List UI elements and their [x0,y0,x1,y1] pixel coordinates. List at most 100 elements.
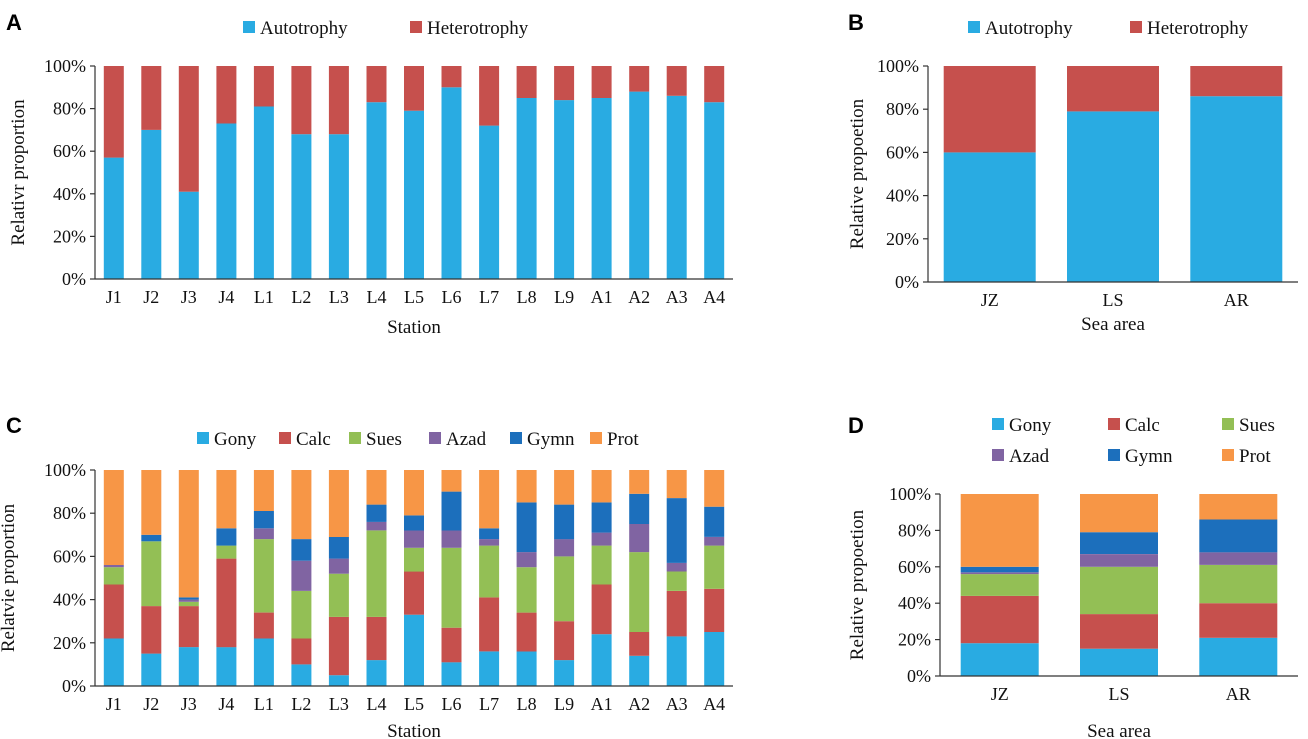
legend-label-autotrophy: Autotrophy [260,18,348,39]
bar-c-j3-calc [178,606,199,648]
y-tick-label: 20% [53,226,86,246]
y-tick-label: 0% [907,666,931,686]
y-axis-title: Relatvie proportion [0,503,19,652]
bar-a-l5-heterotrophy [404,66,424,111]
y-axis-title: Relative propoetion [847,98,868,249]
bar-d-jz-sues [960,574,1039,596]
bar-c-l1-gymn [253,511,274,529]
bar-c-a4-gony [704,632,725,686]
bar-c-l9-gony [554,660,575,686]
bar-d-ar-prot [1199,494,1278,520]
bar-c-l6-sues [441,547,462,628]
bar-a-l2-autotrophy [291,134,312,279]
bar-c-a4-sues [704,545,725,589]
bar-c-j2-prot [141,470,162,535]
bar-c-l3-prot [328,470,349,537]
x-tick-label: A2 [628,287,650,307]
bar-c-a3-prot [666,470,687,499]
legend-swatch-gymn [1108,449,1120,461]
bar-c-l3-gony [328,675,349,686]
x-tick-label: J3 [181,694,197,714]
bar-a-j1-heterotrophy [103,66,124,158]
bar-c-l3-calc [328,616,349,676]
bar-c-j4-sues [216,545,237,559]
bar-c-l5-gymn [404,515,424,531]
y-tick-label: 0% [895,272,919,292]
bar-c-j3-gony [178,647,199,686]
bar-c-a4-azad [704,537,725,546]
x-tick-label: A4 [703,287,725,307]
bar-a-l7-heterotrophy [479,66,500,126]
bar-a-l1-autotrophy [253,106,274,279]
bar-d-jz-azad [960,572,1039,575]
bar-c-l9-gymn [554,504,575,540]
bar-a-a1-autotrophy [591,98,612,279]
bar-b-jz-autotrophy [943,152,1036,282]
x-tick-label: L3 [329,694,349,714]
bar-c-a1-gymn [591,502,612,533]
y-tick-label: 20% [898,630,931,650]
bar-d-ar-calc [1199,603,1278,638]
bar-c-l7-gymn [479,528,500,540]
x-tick-label: J2 [143,694,159,714]
bar-a-l3-autotrophy [328,134,349,279]
bar-c-j1-prot [103,470,124,565]
bar-c-l1-gony [253,638,274,686]
x-tick-label: L1 [254,287,274,307]
bar-c-a2-azad [629,524,650,553]
chart-panel-c: C J1 J2 J3 J4 L1 L2 L3 L4 L5 L6 L7 L8 L9 A1 A2 A3 A4 0% 20%… [0,413,733,739]
bar-c-l9-azad [554,539,575,557]
bar-c-l2-gymn [291,539,312,561]
legend-swatch-gony [197,432,209,444]
x-tick-label: L9 [554,694,574,714]
bar-c-j2-gymn [141,534,162,542]
x-axis-title: Sea area [1087,721,1151,739]
x-tick-label: L5 [404,694,424,714]
bar-c-a1-calc [591,584,612,635]
legend-label-sues: Sues [366,429,402,450]
chart-panel-b: B JZ LS AR 0% 20% 40% 60% 80% 100% Sea area Relativ… [847,10,1298,335]
x-tick-label: LS [1108,684,1129,704]
bar-c-l5-azad [404,530,424,548]
x-tick-label: A4 [703,694,725,714]
x-tick-label: J1 [106,694,122,714]
bar-c-l2-calc [291,638,312,665]
bar-a-l9-heterotrophy [554,66,575,101]
bar-c-l9-prot [554,470,575,505]
y-tick-label: 60% [898,557,931,577]
bar-c-l6-azad [441,530,462,548]
x-tick-label: A1 [591,694,613,714]
legend-swatch-prot [1222,449,1234,461]
y-axis-title: Relative propoetion [847,509,868,660]
bar-b-ar-autotrophy [1190,96,1283,282]
bar-a-j1-autotrophy [103,157,124,279]
bar-a-l7-autotrophy [479,125,500,279]
bar-a-a2-autotrophy [629,91,650,279]
bar-c-l1-azad [253,528,274,540]
y-tick-label: 40% [53,184,86,204]
bar-d-ar-gony [1199,637,1278,676]
bar-a-l4-autotrophy [366,102,387,279]
x-tick-label: J4 [218,287,234,307]
bar-c-l1-calc [253,612,274,639]
bar-c-j4-gymn [216,528,237,546]
x-axis-title: Station [387,317,441,338]
bar-c-j1-gony [103,638,124,686]
bar-d-jz-gony [960,643,1039,676]
legend-label-heterotrophy: Heterotrophy [427,18,529,39]
bar-d-ls-gymn [1080,532,1158,554]
bar-a-j3-autotrophy [178,191,199,279]
bar-c-l5-prot [404,470,424,516]
bar-c-l4-gymn [366,504,387,522]
bar-c-l9-calc [554,621,575,661]
bar-c-l7-azad [479,539,500,546]
bar-a-a1-heterotrophy [591,66,612,98]
bar-a-a3-heterotrophy [666,66,687,96]
bar-c-a1-azad [591,532,612,546]
bar-b-ar-heterotrophy [1190,66,1283,97]
x-tick-label: L4 [367,287,387,307]
bar-c-a4-calc [704,588,725,632]
bar-a-l6-heterotrophy [441,66,462,88]
bar-c-l7-prot [479,470,500,529]
bar-a-l2-heterotrophy [291,66,312,135]
